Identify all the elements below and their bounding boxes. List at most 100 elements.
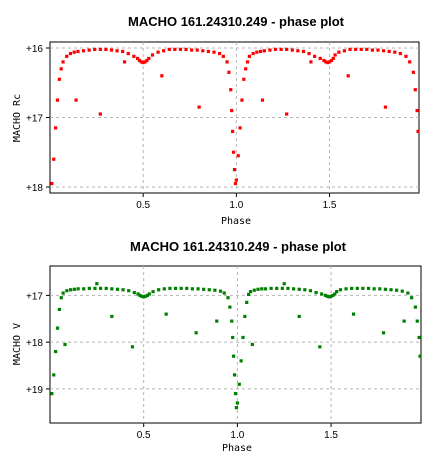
- data-point: [232, 373, 237, 377]
- data-point: [65, 54, 69, 58]
- data-point: [226, 296, 230, 300]
- data-point: [145, 293, 150, 297]
- data-point: [242, 77, 246, 81]
- data-point: [417, 335, 421, 340]
- data-point: [273, 47, 278, 51]
- data-point: [331, 56, 335, 61]
- data-point: [145, 58, 149, 63]
- data-point: [217, 51, 222, 56]
- data-point: [63, 342, 67, 347]
- data-point: [389, 288, 393, 292]
- data-point: [331, 293, 335, 297]
- data-point: [52, 373, 56, 377]
- data-point: [290, 48, 294, 52]
- data-point: [296, 49, 300, 53]
- y-axis-label-rc: MACHO Rc: [12, 94, 23, 142]
- data-point: [329, 294, 333, 298]
- data-points-v: [50, 282, 422, 410]
- data-point: [194, 331, 198, 335]
- plot-frame-v: [49, 265, 422, 424]
- data-point: [406, 291, 410, 295]
- data-point: [333, 292, 337, 296]
- data-point: [141, 60, 145, 65]
- data-point: [74, 98, 78, 102]
- data-point: [245, 300, 249, 305]
- data-point: [140, 294, 144, 298]
- data-point: [404, 54, 408, 58]
- data-point: [348, 47, 352, 51]
- data-point: [247, 292, 251, 297]
- data-point: [196, 287, 200, 291]
- data-point: [115, 49, 119, 53]
- data-point: [350, 286, 354, 290]
- data-point: [93, 286, 97, 290]
- data-point: [260, 287, 264, 291]
- data-point: [260, 98, 265, 102]
- data-point: [132, 290, 136, 295]
- data-point: [255, 50, 259, 54]
- data-point: [416, 129, 420, 133]
- data-point: [415, 319, 419, 323]
- y-tick-label: +18: [26, 183, 43, 194]
- data-point: [320, 292, 324, 296]
- data-point: [126, 51, 130, 56]
- data-point: [244, 67, 248, 71]
- data-point: [247, 54, 252, 58]
- data-point: [301, 49, 306, 54]
- data-point: [109, 48, 114, 52]
- data-point: [218, 289, 223, 293]
- data-point: [248, 290, 253, 294]
- data-point: [366, 286, 371, 290]
- data-point: [229, 88, 233, 92]
- data-point: [243, 314, 247, 319]
- data-point: [147, 292, 151, 296]
- x-tick-label: 1.5: [324, 430, 338, 441]
- y-tick-label: +17: [26, 114, 43, 125]
- data-point: [240, 98, 244, 102]
- data-point: [308, 289, 313, 293]
- data-point: [402, 319, 406, 323]
- data-point: [269, 286, 273, 290]
- data-point: [61, 60, 65, 64]
- data-point: [415, 108, 419, 113]
- data-point: [282, 282, 286, 286]
- data-point: [318, 56, 322, 61]
- data-point: [222, 291, 226, 295]
- gridlines-rc: [50, 42, 419, 193]
- data-point: [197, 105, 201, 109]
- x-tick-label: 0.5: [137, 430, 151, 441]
- data-point: [228, 305, 232, 309]
- data-point: [69, 288, 73, 292]
- data-point: [82, 287, 86, 291]
- data-point: [370, 48, 375, 52]
- data-point: [335, 290, 339, 294]
- data-point: [206, 49, 211, 54]
- data-point: [59, 296, 63, 300]
- gridlines-v: [50, 266, 421, 423]
- data-point: [135, 56, 140, 61]
- x-axis-label-rc: Phase: [221, 216, 251, 227]
- data-point: [168, 286, 172, 290]
- data-point: [50, 392, 54, 396]
- data-point: [258, 49, 263, 54]
- data-point: [236, 154, 240, 158]
- data-point: [162, 287, 166, 291]
- data-point: [250, 342, 254, 347]
- tick-labels-v: 0.5 1.0 1.5 +17 +18 +19: [26, 291, 338, 441]
- data-point: [410, 296, 414, 300]
- data-point: [381, 49, 386, 53]
- data-point: [137, 58, 142, 63]
- data-point: [95, 282, 99, 286]
- y-tick-label: +17: [26, 291, 43, 302]
- data-point: [72, 50, 76, 54]
- data-point: [72, 287, 76, 291]
- data-point: [121, 49, 125, 54]
- data-point: [268, 48, 272, 52]
- data-point: [61, 291, 65, 295]
- data-point: [361, 286, 365, 290]
- chart-title-rc: MACHO 161.24310.249 - phase plot: [128, 14, 345, 29]
- data-point: [291, 287, 296, 291]
- data-point: [202, 287, 206, 291]
- data-point: [147, 56, 151, 61]
- data-point: [234, 178, 238, 182]
